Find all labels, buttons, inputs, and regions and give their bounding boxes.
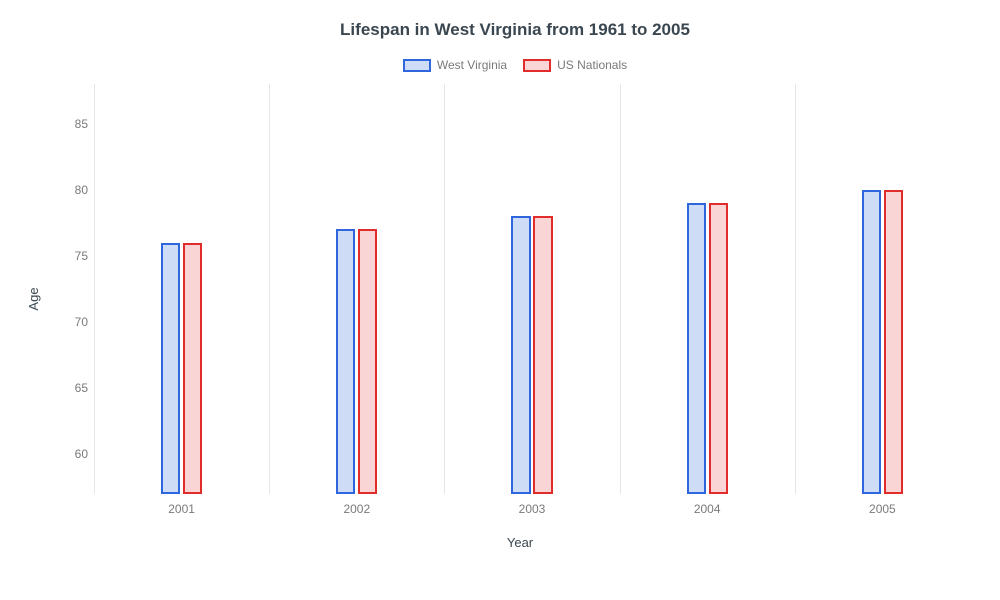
plot-wrap: Age 606570758085 20012002200320042005 Ye… (70, 84, 970, 514)
gridline-v (795, 84, 796, 494)
bar (511, 216, 530, 494)
chart-title: Lifespan in West Virginia from 1961 to 2… (60, 20, 970, 40)
bar (336, 229, 355, 494)
bar (687, 203, 706, 494)
legend: West Virginia US Nationals (60, 58, 970, 72)
legend-item-1: US Nationals (523, 58, 627, 72)
plot-area (94, 84, 970, 494)
x-tick: 2001 (152, 502, 212, 516)
gridline-v (620, 84, 621, 494)
chart-container: Lifespan in West Virginia from 1961 to 2… (0, 0, 1000, 600)
y-tick: 75 (64, 249, 88, 263)
legend-swatch-0 (403, 59, 431, 72)
gridline-v (444, 84, 445, 494)
y-tick: 85 (64, 117, 88, 131)
bar (862, 190, 881, 494)
bar (533, 216, 552, 494)
bar (884, 190, 903, 494)
y-axis-label: Age (26, 287, 41, 310)
legend-item-0: West Virginia (403, 58, 507, 72)
x-tick: 2003 (502, 502, 562, 516)
y-tick: 80 (64, 183, 88, 197)
y-tick: 65 (64, 381, 88, 395)
x-tick: 2002 (327, 502, 387, 516)
legend-label-0: West Virginia (437, 58, 507, 72)
x-tick: 2004 (677, 502, 737, 516)
x-tick: 2005 (852, 502, 912, 516)
gridline-v (94, 84, 95, 494)
bar (161, 243, 180, 494)
y-tick: 60 (64, 447, 88, 461)
bar (358, 229, 377, 494)
legend-swatch-1 (523, 59, 551, 72)
y-tick: 70 (64, 315, 88, 329)
gridline-v (269, 84, 270, 494)
x-axis-label: Year (507, 535, 533, 550)
legend-label-1: US Nationals (557, 58, 627, 72)
bar (183, 243, 202, 494)
bar (709, 203, 728, 494)
